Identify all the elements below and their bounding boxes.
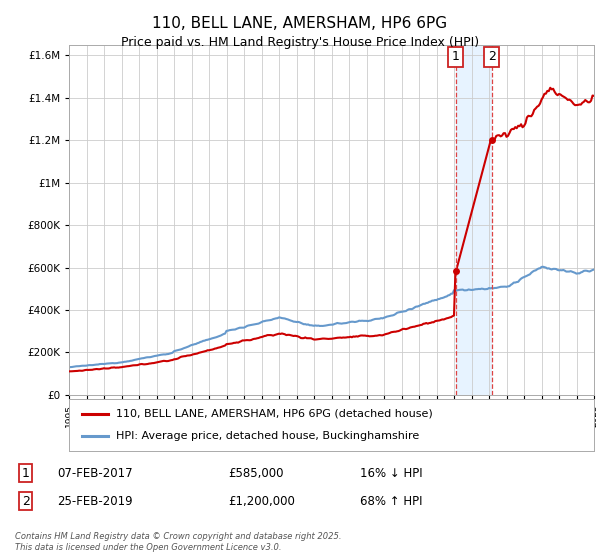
Text: 1: 1 xyxy=(22,466,30,480)
Text: £585,000: £585,000 xyxy=(228,466,284,480)
Text: Contains HM Land Registry data © Crown copyright and database right 2025.
This d: Contains HM Land Registry data © Crown c… xyxy=(15,532,341,552)
Text: 2: 2 xyxy=(488,50,496,63)
Text: 1: 1 xyxy=(452,50,460,63)
Text: 110, BELL LANE, AMERSHAM, HP6 6PG (detached house): 110, BELL LANE, AMERSHAM, HP6 6PG (detac… xyxy=(116,409,433,419)
Text: HPI: Average price, detached house, Buckinghamshire: HPI: Average price, detached house, Buck… xyxy=(116,431,419,441)
Text: £1,200,000: £1,200,000 xyxy=(228,494,295,508)
Text: Price paid vs. HM Land Registry's House Price Index (HPI): Price paid vs. HM Land Registry's House … xyxy=(121,36,479,49)
Text: 16% ↓ HPI: 16% ↓ HPI xyxy=(360,466,422,480)
Text: 25-FEB-2019: 25-FEB-2019 xyxy=(57,494,133,508)
Bar xyxy=(456,45,491,395)
Text: 07-FEB-2017: 07-FEB-2017 xyxy=(57,466,133,480)
Text: 68% ↑ HPI: 68% ↑ HPI xyxy=(360,494,422,508)
Text: 2: 2 xyxy=(22,494,30,508)
Text: 110, BELL LANE, AMERSHAM, HP6 6PG: 110, BELL LANE, AMERSHAM, HP6 6PG xyxy=(152,16,448,31)
